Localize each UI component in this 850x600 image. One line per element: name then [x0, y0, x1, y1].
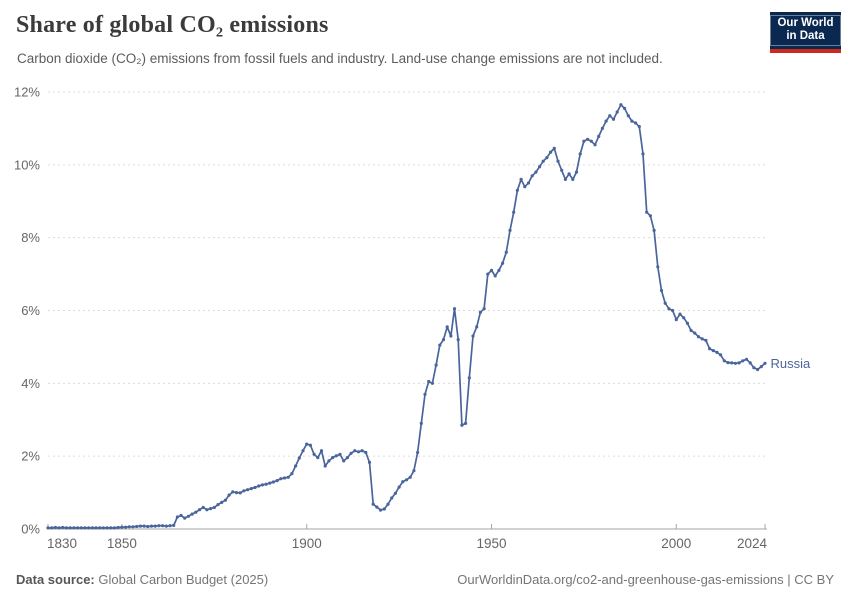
page-title: Share of global CO₂ emissions — [16, 12, 329, 38]
footer-source-text: Global Carbon Budget (2025) — [98, 572, 269, 587]
svg-text:1900: 1900 — [292, 536, 322, 551]
chart-footer: Data source: Global Carbon Budget (2025)… — [16, 572, 834, 587]
svg-text:1850: 1850 — [107, 536, 137, 551]
footer-source: Data source: Global Carbon Budget (2025) — [16, 572, 268, 587]
svg-text:10%: 10% — [14, 157, 40, 172]
footer-link[interactable]: OurWorldinData.org/co2-and-greenhouse-ga… — [457, 572, 834, 587]
svg-text:1830: 1830 — [47, 536, 77, 551]
x-axis-labels: 1830 1850 1900 1950 2000 2024 — [47, 536, 767, 551]
svg-text:2024: 2024 — [737, 536, 768, 551]
svg-text:2%: 2% — [21, 449, 40, 464]
x-axis — [47, 524, 767, 530]
owid-logo[interactable]: Our World in Data — [770, 12, 841, 53]
series-line-russia[interactable] — [46, 103, 767, 530]
svg-text:6%: 6% — [21, 303, 40, 318]
chart-canvas[interactable]: 0% 2% 4% 6% 8% 10% 12% 1830 1850 1900 1950 2000 2024… — [0, 0, 850, 560]
svg-text:0%: 0% — [21, 522, 40, 537]
svg-text:8%: 8% — [21, 230, 40, 245]
chart-subtitle: Carbon dioxide (CO₂) emissions from foss… — [17, 51, 663, 66]
svg-text:4%: 4% — [21, 376, 40, 391]
svg-text:1950: 1950 — [476, 536, 506, 551]
owid-logo-text: Our World in Data — [770, 15, 841, 46]
svg-text:2000: 2000 — [661, 536, 691, 551]
svg-text:12%: 12% — [14, 85, 40, 100]
y-axis-labels: 0% 2% 4% 6% 8% 10% 12% — [14, 85, 40, 537]
footer-source-label: Data source: — [16, 572, 95, 587]
series-label-russia[interactable]: Russia — [771, 356, 812, 371]
